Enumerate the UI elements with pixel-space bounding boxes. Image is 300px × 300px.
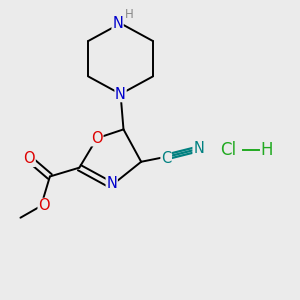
Text: O: O bbox=[91, 131, 103, 146]
Text: N: N bbox=[106, 176, 117, 191]
Text: N: N bbox=[115, 87, 126, 102]
Text: N: N bbox=[112, 16, 123, 31]
Text: H: H bbox=[125, 8, 134, 21]
Text: C: C bbox=[161, 151, 171, 166]
Text: H: H bbox=[260, 141, 273, 159]
Text: N: N bbox=[193, 141, 204, 156]
Text: O: O bbox=[38, 198, 50, 213]
Text: Cl: Cl bbox=[220, 141, 236, 159]
Text: O: O bbox=[23, 151, 35, 166]
